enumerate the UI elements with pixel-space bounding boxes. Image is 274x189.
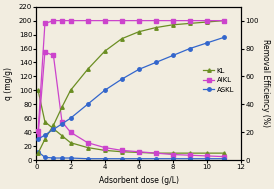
AlKL xyxy=(120,149,123,151)
AlKL xyxy=(137,151,140,153)
Legend: KL, AlKL, ASKL: KL, AlKL, ASKL xyxy=(201,65,237,96)
AlKL xyxy=(222,156,226,158)
ASKL xyxy=(171,158,175,160)
ASKL xyxy=(120,158,123,160)
KL xyxy=(154,152,158,154)
AlKL xyxy=(188,154,192,156)
AlKL xyxy=(103,146,106,149)
ASKL xyxy=(69,157,72,159)
KL xyxy=(205,152,209,154)
ASKL xyxy=(103,158,106,160)
ASKL xyxy=(188,158,192,160)
ASKL xyxy=(52,157,55,159)
AlKL xyxy=(86,142,89,144)
ASKL xyxy=(222,158,226,160)
KL xyxy=(86,146,89,149)
ASKL xyxy=(154,158,158,160)
KL xyxy=(69,142,72,144)
ASKL xyxy=(205,158,209,160)
Y-axis label: q (mg/g): q (mg/g) xyxy=(4,67,13,100)
KL xyxy=(43,121,47,123)
KL xyxy=(52,128,55,130)
KL xyxy=(103,149,106,151)
AlKL xyxy=(205,155,209,157)
KL xyxy=(60,135,64,137)
ASKL xyxy=(137,158,140,160)
KL xyxy=(222,152,226,154)
AlKL xyxy=(154,152,158,154)
AlKL xyxy=(60,121,64,123)
KL xyxy=(171,152,175,154)
AlKL xyxy=(36,135,40,137)
Line: AlKL: AlKL xyxy=(36,50,226,158)
X-axis label: Adsorbent dose (g/L): Adsorbent dose (g/L) xyxy=(99,176,179,185)
Line: ASKL: ASKL xyxy=(36,150,226,160)
ASKL xyxy=(43,156,47,158)
AlKL xyxy=(52,54,55,57)
ASKL xyxy=(60,157,64,159)
KL xyxy=(120,151,123,153)
Y-axis label: Removal Efficiency (%): Removal Efficiency (%) xyxy=(261,39,270,127)
AlKL xyxy=(171,153,175,156)
AlKL xyxy=(69,131,72,133)
ASKL xyxy=(86,158,89,160)
KL xyxy=(137,151,140,154)
KL xyxy=(36,89,40,91)
Line: KL: KL xyxy=(36,89,226,155)
KL xyxy=(188,152,192,154)
ASKL xyxy=(36,151,40,153)
AlKL xyxy=(43,51,47,53)
